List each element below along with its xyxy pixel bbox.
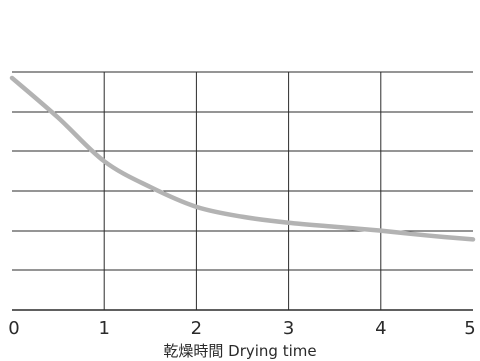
x-tick-labels: 0 1 2 3 4 5: [8, 318, 475, 339]
x-tick-label: 2: [191, 318, 202, 339]
x-tick-label: 5: [464, 318, 475, 339]
x-tick-label: 0: [8, 318, 19, 339]
x-axis-title: 乾燥時間 Drying time: [163, 342, 316, 360]
series-line-0: [9, 75, 476, 242]
grid: [12, 71, 473, 311]
series-group: [9, 75, 476, 242]
x-tick-label: 3: [283, 318, 294, 339]
x-tick-label: 1: [98, 318, 109, 339]
x-tick-label: 4: [375, 318, 386, 339]
